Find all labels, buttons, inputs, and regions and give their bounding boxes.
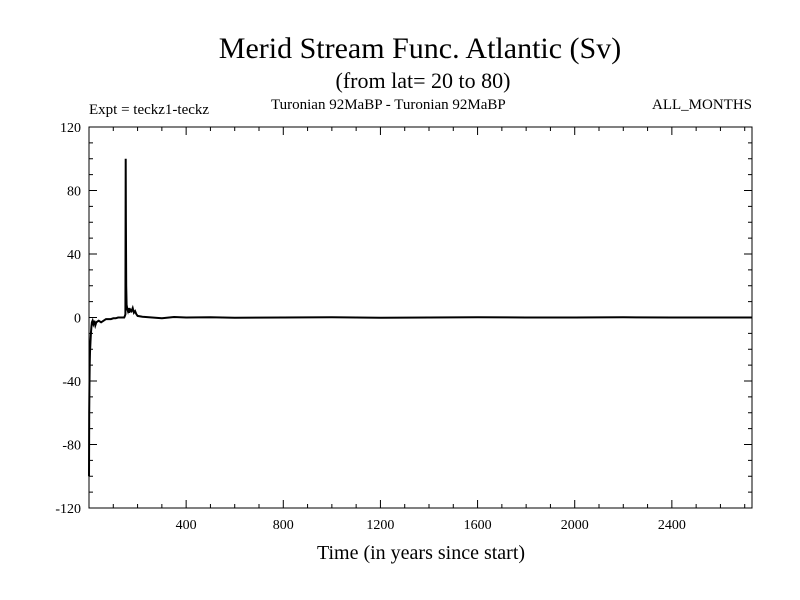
y-tick-label: 40 [67,248,81,263]
y-tick-label: -120 [55,502,81,517]
x-tick-label: 800 [273,518,294,533]
header-center: Turonian 92MaBP - Turonian 92MaBP [271,97,506,113]
header-left: Expt = teckz1-teckz [89,102,209,118]
series-line [88,158,752,477]
header-right: ALL_MONTHS [652,97,752,113]
y-tick-label: 0 [74,312,81,327]
chart-title: Merid Stream Func. Atlantic (Sv) [219,32,621,65]
chart-subtitle: (from lat= 20 to 80) [336,68,511,93]
y-tick-label: 80 [67,185,81,200]
x-axis-label: Time (in years since start) [317,542,525,564]
x-tick-label: 2400 [658,518,686,533]
y-tick-label: -40 [62,375,81,390]
y-axis: -120 -80 -40 0 40 80 120 [55,121,752,517]
x-axis: 400 800 1200 1600 2000 2400 [112,127,746,533]
x-tick-label: 400 [176,518,197,533]
y-tick-label: -80 [62,439,81,454]
y-tick-label: 120 [60,121,81,136]
series-layer [88,158,752,477]
x-tick-label: 1600 [464,518,492,533]
x-tick-label: 1200 [366,518,394,533]
x-tick-label: 2000 [561,518,589,533]
